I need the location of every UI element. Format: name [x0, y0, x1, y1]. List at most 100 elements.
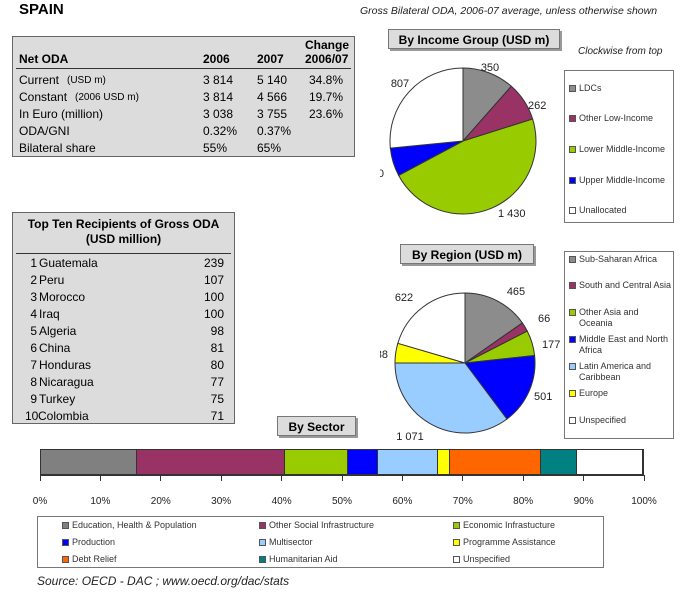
- clockwise-note: Clockwise from top: [578, 46, 663, 57]
- recipient-row: 1 Guatemala 239: [13, 255, 234, 272]
- axis-tick-label: 10%: [90, 496, 111, 507]
- axis-tick-label: 80%: [513, 496, 534, 507]
- pie-data-label: 66: [538, 313, 550, 325]
- value-2006: 3 814: [203, 73, 234, 87]
- sector-segment-programme-assistance: [438, 450, 451, 474]
- legend-label: Other Social Infrastructure: [269, 520, 375, 530]
- row-unit: (2006 USD m): [75, 92, 139, 103]
- recipient-row: 10 Colombia 71: [13, 408, 234, 425]
- row-label: Constant: [19, 90, 68, 104]
- value-2006: 3 038: [203, 107, 234, 121]
- recipient-row: 3 Morocco 100: [13, 289, 234, 306]
- legend-label: Other Low-Income: [579, 113, 654, 123]
- value-2007: 4 566: [257, 90, 288, 104]
- axis-tick-label: 100%: [631, 496, 657, 507]
- net-oda-row: Constant 3 814 4 566 19.7% (2006 USD m): [13, 89, 354, 106]
- net-oda-row: Current 3 814 5 140 34.8% (USD m): [13, 72, 354, 89]
- legend-label: Unallocated: [579, 205, 627, 215]
- recipient-name: Peru: [39, 273, 65, 287]
- legend-label: Multisector: [269, 537, 313, 547]
- recipient-name: Morocco: [39, 290, 86, 304]
- net-oda-row: Bilateral share 55% 65%: [13, 140, 354, 157]
- recipient-value: 239: [203, 256, 224, 270]
- sector-axis: [39, 475, 645, 481]
- sector-chart-title: By Sector: [277, 416, 356, 436]
- sector-bar: [40, 449, 644, 475]
- recipient-rank: 10: [25, 409, 39, 423]
- axis-tick-label: 40%: [271, 496, 292, 507]
- legend-swatch: [62, 539, 69, 546]
- col-2007-header: 2007: [257, 52, 284, 66]
- legend-swatch: [453, 522, 460, 529]
- region-pie-chart: 465 66 177 501 1 071 138 622: [380, 286, 560, 443]
- legend-swatch: [569, 363, 576, 370]
- legend-label: Unspecified: [463, 554, 511, 564]
- top-recipients-divider: [16, 253, 231, 254]
- recipient-name: Algeria: [39, 324, 77, 338]
- sector-segment-unspecified: [576, 450, 643, 474]
- col-2006-header: 2006: [203, 52, 230, 66]
- sector-segment-education-health-population: [41, 450, 138, 474]
- value-2007: 65%: [257, 141, 282, 155]
- axis-tick-label: 90%: [573, 496, 594, 507]
- recipient-value: 100: [203, 290, 224, 304]
- legend-label: Middle East and North Africa: [579, 334, 669, 355]
- recipient-value: 81: [210, 341, 224, 355]
- net-oda-row: ODA/GNI 0.32% 0.37%: [13, 123, 354, 140]
- row-label: Bilateral share: [19, 141, 96, 155]
- recipient-row: 4 Iraq 100: [13, 306, 234, 323]
- pie-data-label: 190: [380, 168, 384, 180]
- country-title: SPAIN: [19, 1, 64, 18]
- legend-swatch: [569, 336, 576, 343]
- axis-tick-mark: [341, 475, 343, 481]
- net-oda-table: Change Net ODA 2006 2007 2006/07 Current…: [12, 36, 355, 157]
- legend-label: South and Central Asia: [579, 280, 672, 290]
- value-change: 34.8%: [309, 73, 344, 87]
- recipient-row: 2 Peru 107: [13, 272, 234, 289]
- recipient-rank: 7: [30, 358, 37, 372]
- income-chart-title: By Income Group (USD m): [388, 29, 560, 49]
- page-subtitle: Gross Bilateral ODA, 2006-07 average, un…: [360, 5, 658, 17]
- legend-label: Latin America and Caribbean: [579, 361, 652, 382]
- recipient-rank: 5: [30, 324, 37, 338]
- sector-segment-multisector: [378, 450, 439, 474]
- value-2006: 0.32%: [203, 124, 238, 138]
- change-header-2: 2006/07: [305, 52, 349, 66]
- change-header-1: Change: [305, 38, 350, 52]
- legend-label: Upper Middle-Income: [579, 175, 666, 185]
- legend-swatch: [569, 282, 576, 289]
- recipient-name: Iraq: [39, 307, 60, 321]
- recipient-value: 80: [210, 358, 224, 372]
- pie-slice-latin-america-and-caribbean: [394, 362, 508, 434]
- pie-slice-sub-saharan-africa: [464, 292, 524, 364]
- legend-swatch: [453, 556, 460, 563]
- top-recipients-title-line2: (USD million): [85, 232, 162, 246]
- recipient-rank: 3: [30, 290, 37, 304]
- net-oda-header-top: Change: [13, 37, 354, 54]
- sector-segment-economic-infrastucture: [284, 450, 348, 474]
- pie-data-label: 1 071: [396, 431, 424, 443]
- recipient-value: 100: [203, 307, 224, 321]
- recipient-rank: 1: [30, 256, 37, 270]
- legend-label: Programme Assistance: [463, 537, 556, 547]
- axis-tick-mark: [39, 475, 41, 481]
- legend-swatch: [62, 556, 69, 563]
- axis-tick-label: 20%: [150, 496, 171, 507]
- recipient-name: Colombia: [38, 409, 89, 423]
- top-recipients-title-line1: Top Ten Recipients of Gross ODA: [27, 217, 220, 231]
- recipient-rank: 8: [30, 375, 37, 389]
- legend-swatch: [259, 522, 266, 529]
- pie-data-label: 501: [534, 391, 552, 403]
- recipient-row: 6 China 81: [13, 340, 234, 357]
- legend-label: Sub-Saharan Africa: [579, 254, 658, 264]
- net-oda-row: In Euro (million) 3 038 3 755 23.6%: [13, 106, 354, 123]
- pie-data-label: 1 430: [498, 208, 526, 220]
- axis-tick-label: 0%: [32, 496, 48, 507]
- sector-segment-production: [348, 450, 379, 474]
- legend-swatch: [569, 115, 576, 122]
- axis-tick-label: 30%: [211, 496, 232, 507]
- recipient-value: 71: [210, 409, 224, 423]
- legend-label: Lower Middle-Income: [579, 144, 666, 154]
- legend-swatch: [569, 417, 576, 424]
- row-label: Current: [19, 73, 60, 87]
